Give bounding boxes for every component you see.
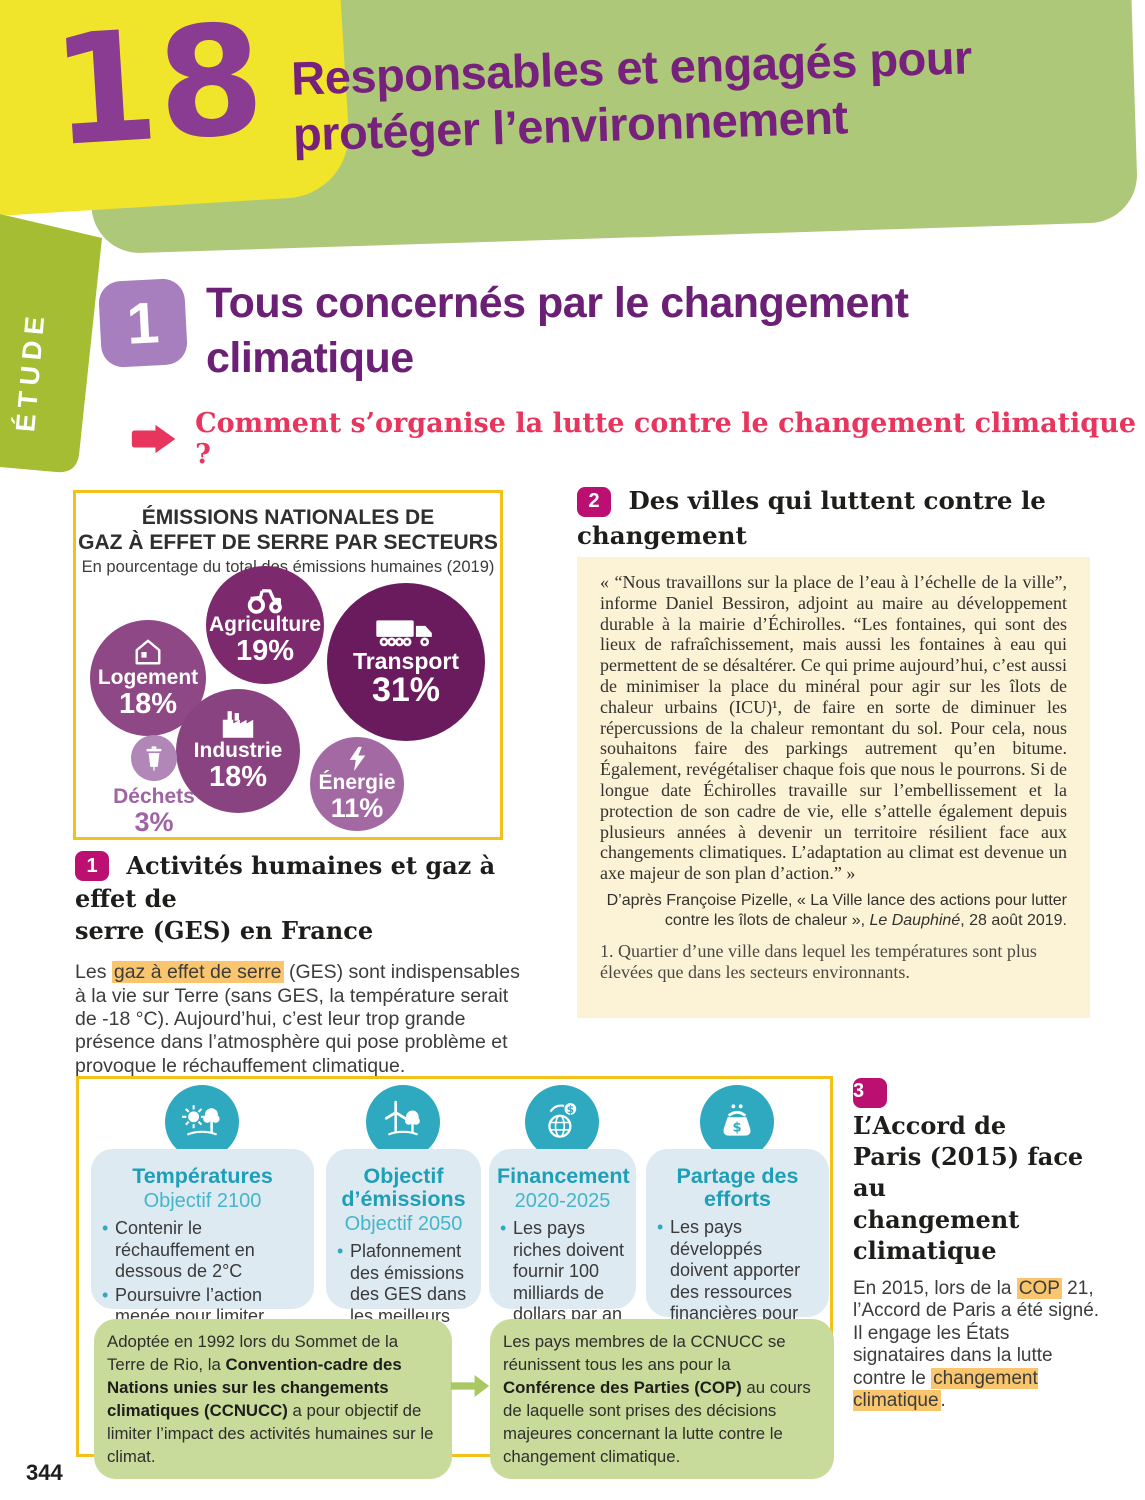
bubble-label: Déchets <box>113 785 195 808</box>
card-subtitle: 2020-2025 <box>514 1190 611 1213</box>
bubble-label: Logement <box>97 665 199 689</box>
doc3-heading: 3 L’Accord de Paris (2015) face au change… <box>853 1078 1084 1265</box>
doc1-number-badge: 1 <box>75 851 109 882</box>
study-title: Tous concernés par le changement climati… <box>206 276 909 386</box>
bubble-industrie: Industrie 18% <box>176 689 300 813</box>
study-question-row: Comment s’organise la lutte contre le ch… <box>128 408 1145 470</box>
quote-source: D’après Françoise Pizelle, « La Ville la… <box>606 891 1067 930</box>
card-title: Températures <box>132 1164 273 1188</box>
svg-text:$: $ <box>567 1104 574 1116</box>
highlight-cop: COP <box>1016 1277 1062 1299</box>
trash-icon <box>146 745 162 771</box>
doc3-section: 3 L’Accord de Paris (2015) face au change… <box>853 1078 1103 1431</box>
card-title: Objectif d’émissions <box>341 1164 466 1212</box>
bubble-value: 19% <box>235 635 295 668</box>
globe-dollar-icon: $ <box>525 1085 599 1159</box>
flow-arrow-icon <box>450 1375 490 1397</box>
factory-icon <box>222 711 254 739</box>
bubble-value: 3% <box>134 807 174 838</box>
card-subtitle: Objectif 2050 <box>344 1213 463 1236</box>
doc2-quote-box: « “Nous travaillons sur la place de l’ea… <box>577 557 1090 1018</box>
bubble-value: 31% <box>371 670 441 709</box>
page-number: 344 <box>26 1460 63 1485</box>
card-title: Partage des efforts <box>676 1164 799 1212</box>
bubble-label: Industrie <box>193 739 283 763</box>
bubble-value: 11% <box>330 792 384 823</box>
bullet-item: Contenir le réchauffement en dessous de … <box>102 1218 304 1283</box>
doc3-body: En 2015, lors de la COP 21, l’Accord de … <box>853 1277 1100 1411</box>
bubble-agriculture: Agriculture 19% <box>206 566 324 684</box>
chart-title: ÉMISSIONS NATIONALES DE GAZ À EFFET DE S… <box>78 506 498 555</box>
note-cop: Les pays membres de la CCNUCC se réuniss… <box>490 1319 834 1479</box>
card-partage-des-efforts: Partage des efforts Les pays développés … <box>646 1149 829 1366</box>
study-question: Comment s’organise la lutte contre le ch… <box>195 408 1136 470</box>
emissions-chart-box: ÉMISSIONS NATIONALES DE GAZ À EFFET DE S… <box>73 490 503 840</box>
arrow-right-icon <box>131 424 176 454</box>
doc1-body: Les gaz à effet de serre (GES) sont indi… <box>75 961 520 1077</box>
doc1-heading: 1 Activités humaines et gaz à effet de s… <box>75 851 496 946</box>
card-temperatures: Températures Objectif 2100 Contenir le r… <box>91 1149 314 1369</box>
etude-tab <box>0 214 102 473</box>
doc1-section: 1 Activités humaines et gaz à effet de s… <box>75 850 527 1098</box>
quote-text: « “Nous travaillons sur la place de l’ea… <box>600 572 1067 884</box>
sun-tree-icon <box>165 1085 239 1159</box>
quote-footnote: 1. Quartier d’une ville dans lequel les … <box>600 940 1037 983</box>
bubble-dechets <box>131 735 177 781</box>
bubble-value: 18% <box>208 761 268 794</box>
card-title: Financement <box>497 1164 630 1188</box>
doc3-number-badge: 3 <box>853 1078 887 1108</box>
bubble-label: Agriculture <box>208 613 321 637</box>
bubble-label: Transport <box>352 647 460 674</box>
bubble-value: 18% <box>118 687 178 720</box>
chart-subtitle: En pourcentage du total des émissions hu… <box>81 558 495 577</box>
doc2-number-badge: 2 <box>577 486 611 517</box>
note-ccnucc: Adoptée en 1992 lors du Sommet de la Ter… <box>94 1319 452 1479</box>
bubble-label: Énergie <box>318 770 396 794</box>
chapter-number: 18 <box>46 0 269 181</box>
bubble-energie: Énergie 11% <box>310 737 404 831</box>
house-icon <box>135 639 161 665</box>
truck-icon <box>376 619 432 646</box>
tractor-icon <box>247 589 282 615</box>
wind-turbine-icon <box>366 1085 440 1159</box>
study-title-line1: Tous concernés par le changement <box>206 279 909 327</box>
card-financement: Financement 2020-2025 Les pays riches do… <box>489 1149 636 1367</box>
card-subtitle: Objectif 2100 <box>143 1190 262 1213</box>
study-title-line2: climatique <box>206 334 414 383</box>
svg-text:$: $ <box>732 1120 741 1135</box>
bubble-dechets-caption: Déchets 3% <box>94 785 214 838</box>
study-number-badge: 1 <box>97 277 189 369</box>
lightning-icon <box>349 746 365 771</box>
paris-agreement-infographic: $ $ Températures Objectif 2100 Contenir … <box>76 1076 834 1479</box>
chapter-title: Responsables et engagés pour protéger l’… <box>290 29 974 163</box>
highlight-ges: gaz à effet de serre <box>111 961 284 984</box>
card-objectif-emissions: Objectif d’émissions Objectif 2050 Plafo… <box>326 1149 481 1347</box>
purse-icon: $ <box>700 1085 774 1159</box>
bubble-transport: Transport 31% <box>327 583 485 741</box>
